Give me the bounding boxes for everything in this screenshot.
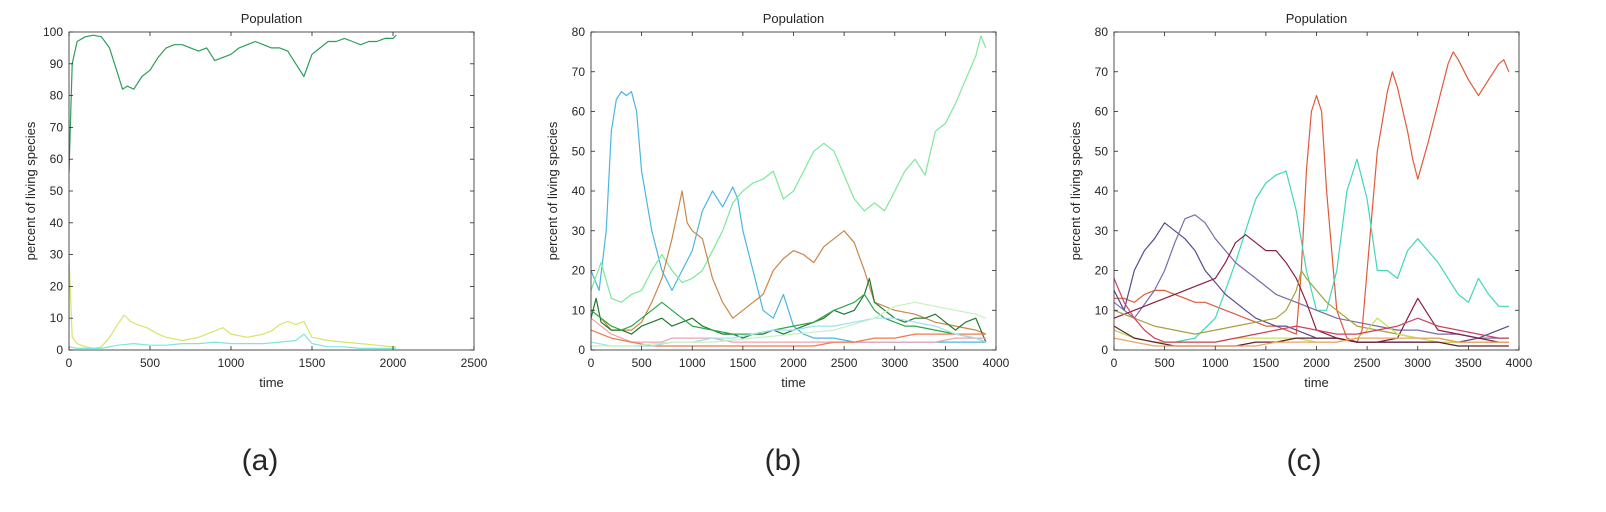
x-tick-label: 500 bbox=[140, 356, 160, 370]
x-tick-label: 2500 bbox=[1354, 356, 1381, 370]
series-line bbox=[591, 190, 987, 335]
series-line bbox=[1114, 51, 1510, 343]
y-tick-label: 30 bbox=[572, 224, 586, 238]
y-tick-label: 0 bbox=[1101, 343, 1108, 357]
x-tick-label: 3000 bbox=[1404, 356, 1431, 370]
x-tick-label: 500 bbox=[632, 356, 652, 370]
x-tick-label: 3500 bbox=[932, 356, 959, 370]
y-tick-label: 60 bbox=[50, 152, 64, 166]
y-tick-label: 60 bbox=[572, 105, 586, 119]
x-tick-label: 4000 bbox=[983, 356, 1010, 370]
y-tick-label: 0 bbox=[578, 343, 585, 357]
x-tick-label: 2500 bbox=[831, 356, 858, 370]
x-tick-label: 3000 bbox=[881, 356, 908, 370]
x-tick-label: 0 bbox=[66, 356, 73, 370]
y-tick-label: 80 bbox=[572, 25, 586, 39]
x-tick-label: 0 bbox=[588, 356, 595, 370]
y-tick-label: 80 bbox=[1095, 25, 1109, 39]
series-line bbox=[591, 277, 987, 343]
x-tick-label: 500 bbox=[1155, 356, 1175, 370]
series-line bbox=[591, 317, 987, 347]
y-tick-label: 50 bbox=[1095, 144, 1109, 158]
y-tick-label: 10 bbox=[572, 303, 586, 317]
y-tick-label: 0 bbox=[56, 343, 63, 357]
x-tick-label: 3500 bbox=[1455, 356, 1482, 370]
x-tick-label: 2000 bbox=[380, 356, 407, 370]
x-axis-label: time bbox=[1304, 375, 1329, 390]
x-tick-label: 1000 bbox=[1202, 356, 1229, 370]
chart-panel: 0 500 1000 1500 2000 2500 3000 3500 4000 0 10 20 30 4… bbox=[545, 11, 1010, 477]
series-line bbox=[1114, 278, 1509, 343]
series-line bbox=[591, 35, 987, 303]
y-tick-label: 60 bbox=[1095, 105, 1109, 119]
y-tick-label: 20 bbox=[50, 279, 64, 293]
chart-title: Population bbox=[1286, 11, 1347, 26]
series-line bbox=[69, 34, 397, 172]
chart-title: Population bbox=[763, 11, 824, 26]
x-tick-label: 2000 bbox=[1303, 356, 1330, 370]
y-tick-label: 10 bbox=[1095, 303, 1109, 317]
x-axis-label: time bbox=[781, 375, 806, 390]
y-tick-label: 90 bbox=[50, 57, 64, 71]
y-tick-label: 70 bbox=[50, 120, 64, 134]
x-tick-label: 1000 bbox=[218, 356, 245, 370]
axes-box bbox=[68, 31, 475, 351]
panel-caption: (a) bbox=[242, 444, 279, 477]
x-tick-label: 1500 bbox=[730, 356, 757, 370]
series-line bbox=[1114, 234, 1509, 343]
axes-box bbox=[1113, 31, 1520, 351]
y-tick-label: 70 bbox=[572, 65, 586, 79]
panel-caption: (c) bbox=[1287, 444, 1322, 477]
series-line bbox=[1114, 222, 1510, 343]
series-line bbox=[591, 301, 987, 347]
x-tick-label: 1500 bbox=[1253, 356, 1280, 370]
y-tick-label: 30 bbox=[1095, 224, 1109, 238]
x-tick-label: 1000 bbox=[679, 356, 706, 370]
chart-panel: 0 500 1000 1500 2000 2500 3000 3500 4000 0 10 20 30 4… bbox=[1068, 11, 1533, 477]
x-tick-label: 4000 bbox=[1506, 356, 1533, 370]
y-tick-label: 50 bbox=[50, 184, 64, 198]
x-tick-label: 2000 bbox=[780, 356, 807, 370]
x-axis-label: time bbox=[259, 375, 284, 390]
x-tick-label: 2500 bbox=[461, 356, 488, 370]
series-group bbox=[69, 34, 397, 349]
series-line bbox=[1114, 158, 1509, 343]
y-tick-label: 40 bbox=[572, 184, 586, 198]
y-axis-label: percent of living species bbox=[1068, 121, 1083, 260]
y-tick-label: 80 bbox=[50, 89, 64, 103]
series-line bbox=[69, 333, 397, 349]
series-group bbox=[1114, 51, 1510, 347]
series-line bbox=[1114, 214, 1509, 339]
y-tick-label: 30 bbox=[50, 248, 64, 262]
series-group bbox=[591, 35, 987, 347]
y-tick-label: 70 bbox=[1095, 65, 1109, 79]
y-tick-label: 50 bbox=[572, 144, 586, 158]
y-axis-label: percent of living species bbox=[23, 121, 38, 260]
chart-panel: 0 500 1000 1500 2000 2500 0 10 20 30 40 50 60 70 80 90 1… bbox=[23, 11, 488, 477]
x-tick-label: 1500 bbox=[299, 356, 326, 370]
panel-caption: (b) bbox=[765, 444, 802, 477]
series-line bbox=[69, 257, 397, 349]
y-axis-label: percent of living species bbox=[545, 121, 560, 260]
series-line bbox=[1114, 337, 1509, 347]
y-tick-label: 40 bbox=[50, 216, 64, 230]
y-tick-label: 40 bbox=[1095, 184, 1109, 198]
y-tick-label: 20 bbox=[1095, 264, 1109, 278]
y-tick-label: 20 bbox=[572, 264, 586, 278]
x-tick-label: 0 bbox=[1111, 356, 1118, 370]
chart-title: Population bbox=[241, 11, 302, 26]
y-tick-label: 100 bbox=[43, 25, 63, 39]
y-tick-label: 10 bbox=[50, 311, 64, 325]
